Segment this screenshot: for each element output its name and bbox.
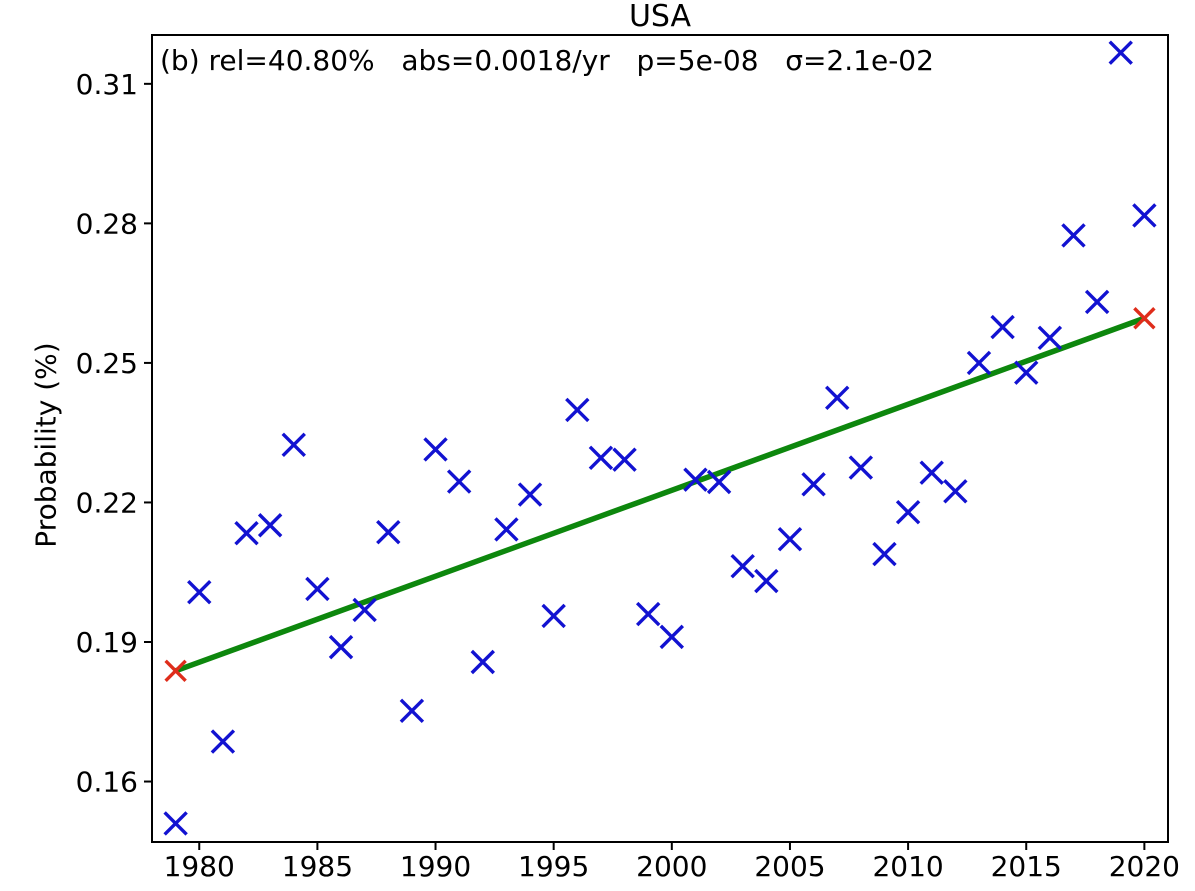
stats-annotation: (b) rel=40.80% abs=0.0018/yr p=5e-08 σ=2… — [160, 44, 934, 77]
y-tick-label: 0.28 — [76, 207, 138, 240]
y-tick-label: 0.19 — [76, 626, 138, 659]
y-tick-label: 0.16 — [76, 766, 138, 799]
x-tick-label: 2010 — [872, 850, 943, 883]
data-point-marker — [825, 385, 850, 411]
data-point-marker — [565, 397, 590, 423]
data-point-marker — [494, 517, 519, 542]
data-point-marker — [943, 479, 968, 504]
data-point-marker — [305, 576, 330, 602]
data-point-marker — [706, 469, 732, 495]
trend-endpoint-marker — [164, 659, 187, 683]
y-tick-label: 0.25 — [76, 347, 138, 380]
data-point-marker — [635, 601, 661, 627]
data-point-marker — [281, 432, 306, 457]
y-tick-label: 0.22 — [76, 486, 138, 519]
x-tick-label: 1985 — [282, 850, 353, 883]
data-point-marker — [517, 482, 543, 507]
data-point-marker — [588, 445, 614, 471]
axes-frame — [151, 34, 1169, 843]
data-point-marker — [1084, 289, 1110, 315]
data-point-marker — [352, 597, 377, 623]
data-point-marker — [446, 469, 472, 494]
y-tick-label: 0.31 — [76, 68, 138, 101]
x-tick-label: 2000 — [636, 850, 707, 883]
data-point-marker — [683, 467, 708, 492]
data-point-marker — [187, 580, 212, 605]
data-point-marker — [801, 472, 826, 497]
x-tick-label: 1995 — [518, 850, 589, 883]
data-point-marker — [730, 553, 755, 579]
data-point-marker — [777, 526, 803, 552]
data-point-marker — [376, 520, 401, 545]
data-point-marker — [990, 314, 1015, 340]
chart-title: USA — [628, 0, 692, 34]
data-point-marker — [612, 447, 637, 472]
x-tick-label: 1990 — [400, 850, 471, 883]
x-tick-label: 2015 — [991, 850, 1062, 883]
data-point-marker — [163, 811, 188, 836]
data-point-marker — [659, 624, 685, 650]
x-tick-label: 2005 — [754, 850, 825, 883]
data-point-marker — [541, 603, 566, 629]
data-point-marker — [966, 350, 992, 376]
data-point-marker — [895, 500, 921, 525]
data-point-marker — [234, 520, 259, 546]
data-point-marker — [470, 649, 495, 675]
data-point-marker — [328, 634, 354, 660]
data-point-marker — [919, 460, 944, 485]
data-point-marker — [1014, 360, 1039, 385]
data-point-marker — [423, 437, 448, 462]
data-point-marker — [210, 729, 236, 754]
x-tick-label: 2020 — [1109, 850, 1180, 883]
trend-line — [174, 315, 1146, 674]
data-point-marker — [872, 541, 897, 567]
data-point-marker — [1061, 223, 1086, 248]
data-point-marker — [754, 568, 779, 594]
data-point-marker — [1108, 40, 1133, 65]
x-tick-label: 1980 — [164, 850, 235, 883]
data-point-marker — [1037, 325, 1063, 351]
data-point-marker — [1132, 203, 1157, 228]
data-point-marker — [257, 513, 283, 538]
data-point-marker — [848, 455, 874, 480]
trend-endpoint-marker — [1133, 307, 1156, 330]
data-point-marker — [399, 698, 425, 724]
